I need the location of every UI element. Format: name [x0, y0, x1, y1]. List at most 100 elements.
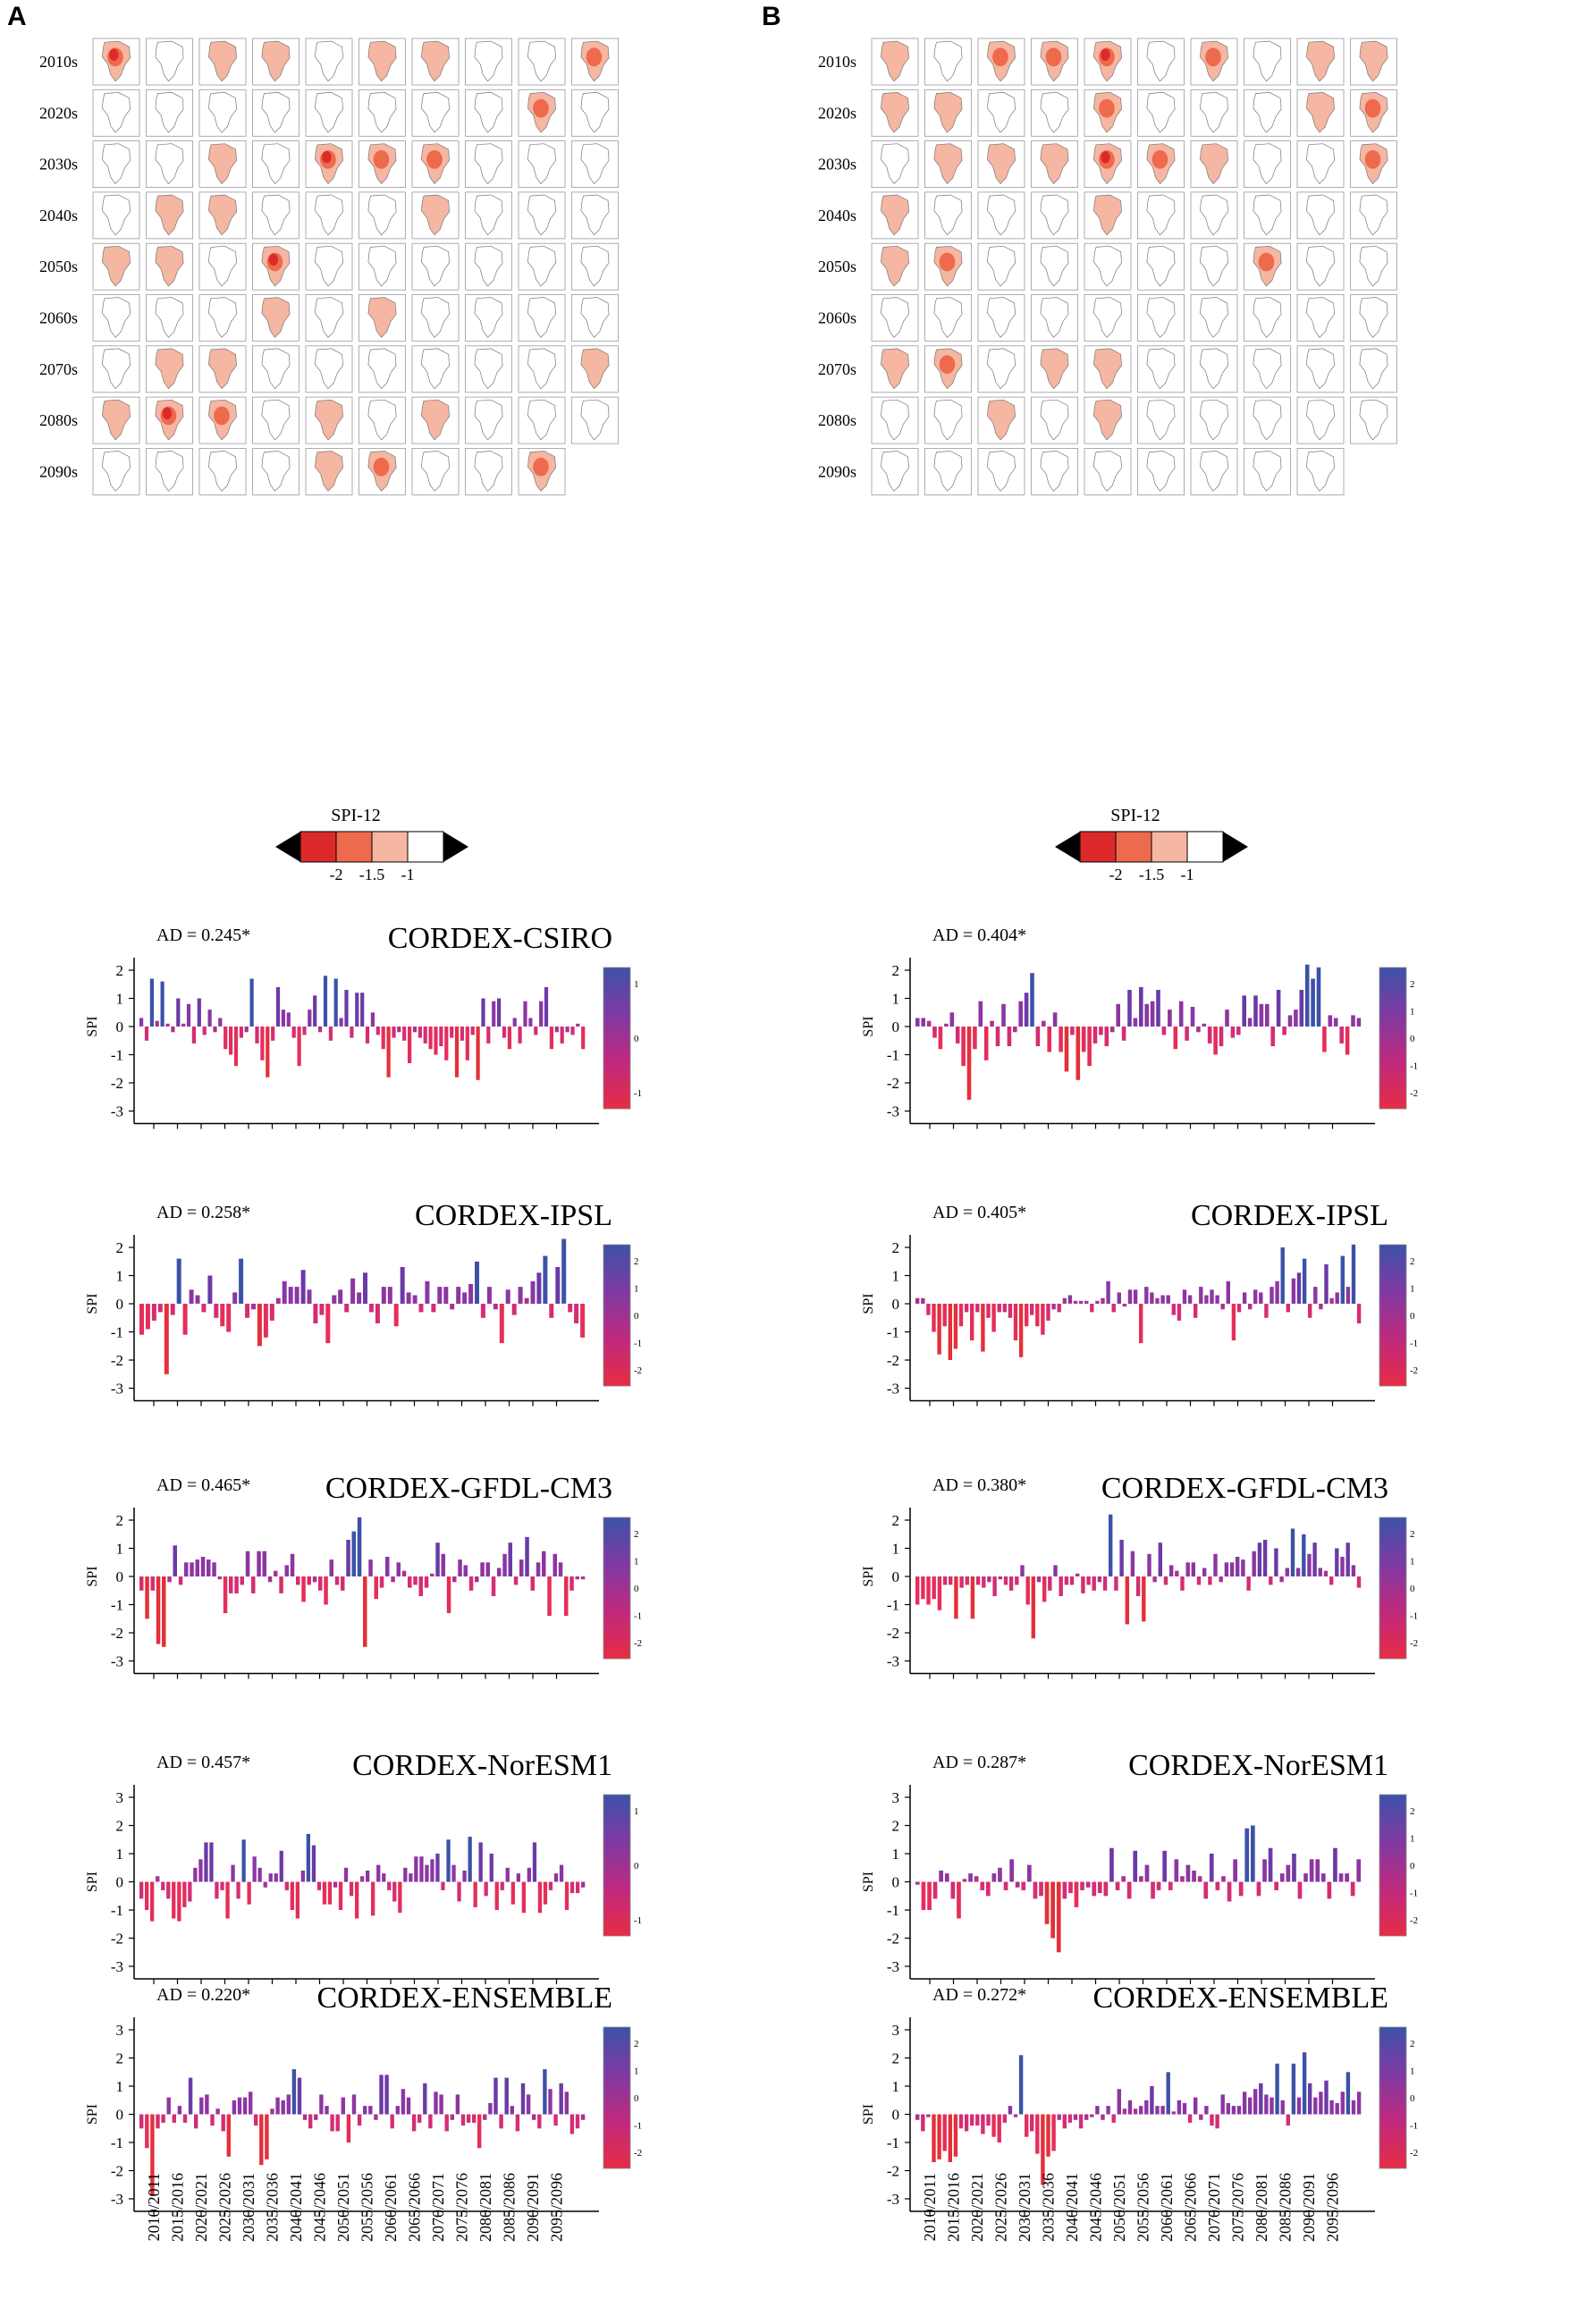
spi-bar [1044, 1881, 1050, 1924]
map-tile [252, 345, 299, 393]
region-outline [208, 92, 237, 133]
colorbar-label: 2 [634, 1256, 639, 1267]
chart-title: CORDEX-IPSL [1191, 1199, 1388, 1232]
map-tile-frame [411, 294, 460, 342]
decade-label: 2080s [818, 411, 856, 429]
drought-area [1093, 195, 1122, 235]
map-tile [1137, 294, 1185, 342]
spi-bar [1003, 1576, 1008, 1585]
region-outline [1093, 451, 1122, 492]
spi-bar [932, 1881, 938, 1899]
map-tile-frame [1137, 447, 1185, 495]
spi-bar [1282, 1027, 1286, 1035]
spi-bar [1092, 1576, 1096, 1591]
spi-bar [505, 1289, 510, 1305]
map-tile [924, 38, 972, 86]
y-tick-label: 2 [892, 2050, 900, 2067]
region-outline [474, 245, 503, 287]
spi-bar [958, 1304, 964, 1327]
spi-bar [1320, 1873, 1326, 1882]
colorbar-label: -2 [1410, 1365, 1418, 1376]
map-tile [198, 294, 247, 342]
spi-bar [1190, 1007, 1195, 1027]
spi-bar [1233, 1859, 1237, 1882]
time-period-label: 2070/2071 [429, 2173, 447, 2242]
spi-bar [391, 1576, 395, 1583]
chart-title: CORDEX-GFDL-CM3 [1101, 1472, 1388, 1505]
spi-bar [462, 1292, 468, 1304]
region-outline [881, 92, 909, 133]
region-outline [367, 143, 397, 184]
spi-bar [491, 1576, 496, 1596]
spi-bar [363, 2106, 367, 2115]
map-tile-frame [465, 242, 512, 291]
spi-bar [249, 978, 254, 1027]
spi-bar [926, 1576, 931, 1605]
spi-bar [255, 1027, 259, 1044]
drought-area [1151, 150, 1168, 169]
spi-bar [220, 1881, 224, 1890]
spi-bar [926, 1020, 932, 1027]
map-tile [571, 396, 619, 444]
map-tile [871, 38, 919, 86]
region-outline [1093, 399, 1122, 441]
spi-bar [1064, 1576, 1069, 1585]
y-tick-label: 2 [892, 1239, 900, 1256]
spi-bar [1144, 1864, 1150, 1882]
spi-bar [296, 1576, 300, 1585]
spi-bar [1275, 2063, 1279, 2115]
map-tile [92, 140, 140, 189]
spi-bar [1264, 2094, 1269, 2115]
region-outline [881, 40, 909, 82]
y-tick-label: 1 [892, 1268, 900, 1285]
map-tile-frame [571, 191, 619, 240]
spi-bar [145, 1304, 150, 1330]
colorbar [603, 1794, 631, 1937]
spi-bar [1161, 1027, 1167, 1035]
spi-bar [1119, 1540, 1124, 1576]
spi-bar [974, 1876, 979, 1882]
spi-bar [1345, 1542, 1350, 1576]
drought-area [1364, 98, 1381, 118]
colorbar-label: 2 [1410, 1806, 1415, 1817]
ad-annotation: AD = 0.465* [156, 1475, 250, 1495]
region-outline [1359, 399, 1388, 441]
colorbar-label: 0 [1410, 1034, 1415, 1044]
spi-bar [1163, 1576, 1168, 1585]
spi-bar [1319, 1304, 1323, 1310]
region-outline [261, 245, 291, 287]
map-tile [1350, 242, 1397, 291]
spi-bar [338, 1289, 343, 1305]
y-axis-label: SPI [861, 1566, 876, 1586]
spi-bar [462, 1870, 467, 1882]
spi-bar [468, 1576, 474, 1591]
spi-bar [262, 1551, 266, 1577]
spi-bar [1018, 1001, 1023, 1027]
spi-bar [450, 1027, 454, 1038]
spi-bar [1324, 1263, 1329, 1304]
map-tile [411, 89, 460, 137]
spi-chart: AD = 0.380* CORDEX-GFDL-CM3210-1-2-3SPI21… [861, 1472, 1418, 1679]
region-outline [261, 194, 291, 236]
map-tile [871, 396, 919, 444]
region-outline [881, 348, 909, 390]
map-tile [1190, 242, 1238, 291]
region-outline [580, 143, 610, 184]
map-tile-frame [411, 447, 460, 495]
spi-bar [937, 1576, 942, 1610]
spi-bar [1345, 2072, 1351, 2115]
y-tick-label: 1 [116, 1846, 124, 1863]
region-outline [1093, 92, 1122, 133]
spi-bar [274, 1570, 278, 1576]
spi-bar [957, 1881, 961, 1919]
spi-bar [382, 1873, 386, 1882]
spi-bar [234, 1576, 239, 1593]
region-outline [987, 297, 1016, 338]
drought-area [268, 253, 279, 266]
decade-label: 2060s [818, 309, 856, 327]
map-tile [146, 345, 193, 393]
y-tick-label: -3 [111, 1381, 123, 1398]
map-tile-frame [1031, 191, 1078, 240]
region-outline [208, 348, 237, 390]
